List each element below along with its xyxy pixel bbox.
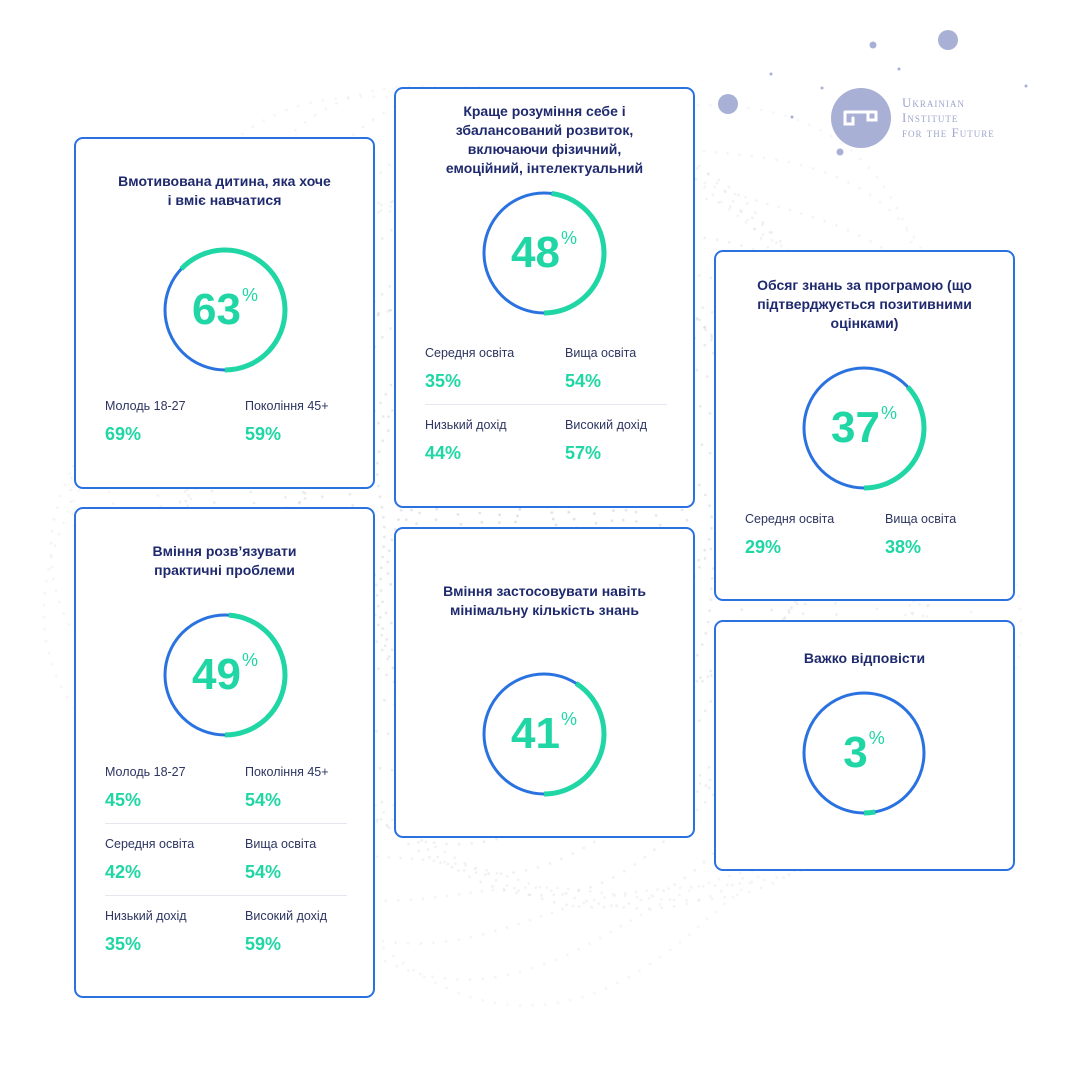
- stat-label: Покоління 45+: [245, 399, 329, 413]
- decor-dot: [836, 148, 844, 156]
- stat-label: Середня освіта: [425, 346, 515, 360]
- logo-line: Ukrainian: [902, 95, 965, 110]
- stat: Середня освіта 42%: [105, 837, 235, 883]
- logo-line: for the Future: [902, 125, 995, 140]
- stat: Високий дохід 57%: [565, 418, 695, 464]
- stat-label: Молодь 18-27: [105, 765, 186, 779]
- decor-dot: [790, 115, 794, 119]
- card-practical-problems: Вміння розв’язувати практичні проблеми 4…: [74, 507, 375, 998]
- stat-label: Низький дохід: [425, 418, 507, 432]
- percent-value: 49%: [192, 650, 258, 699]
- donut-arc: [801, 690, 927, 816]
- stat-value: 54%: [565, 371, 602, 391]
- card-motivated-child: Вмотивована дитина, яка хоче і вміє навч…: [74, 137, 375, 489]
- stat: Низький дохід 35%: [105, 909, 235, 955]
- card-knowledge-volume: Обсяг знань за програмою (що підтверджує…: [714, 250, 1015, 601]
- donut-ring: [801, 690, 927, 816]
- donut-arc: [162, 247, 288, 373]
- percent-value: 3%: [843, 728, 885, 777]
- donut-chart: 41%: [479, 669, 609, 799]
- stat-label: Високий дохід: [565, 418, 647, 432]
- stat-value: 54%: [245, 862, 282, 882]
- donut-arc: [481, 190, 607, 316]
- stat-label: Молодь 18-27: [105, 399, 186, 413]
- percent-value: 41%: [511, 709, 577, 758]
- decor-dot: [897, 67, 901, 71]
- stat-label: Покоління 45+: [245, 765, 329, 779]
- donut-ring: [481, 190, 607, 316]
- decor-dot: [718, 94, 738, 114]
- card-title: Обсяг знань за програмою (що підтверджує…: [757, 277, 972, 331]
- stat-value: 45%: [105, 790, 142, 810]
- card-hard-to-answer: Важко відповісти 3%: [714, 620, 1015, 871]
- percent-value: 37%: [831, 403, 897, 452]
- stat-label: Високий дохід: [245, 909, 327, 923]
- stat: Вища освіта 38%: [885, 512, 1015, 558]
- stat-value: 29%: [745, 537, 782, 557]
- donut-ring: [162, 247, 288, 373]
- stat: Вища освіта 54%: [565, 346, 695, 392]
- stat-value: 35%: [105, 934, 142, 954]
- stat: Молодь 18-27 45%: [105, 765, 235, 811]
- card-title: Важко відповісти: [803, 650, 926, 666]
- divider: [105, 823, 347, 824]
- decor-dot: [769, 72, 773, 76]
- donut-ring: [162, 612, 288, 738]
- card-self-understanding: Краще розуміння себе і збалансований роз…: [394, 87, 695, 508]
- divider: [105, 895, 347, 896]
- donut-chart: 49%: [160, 610, 290, 740]
- stat: Покоління 45+ 59%: [245, 399, 375, 445]
- stat-label: Середня освіта: [105, 837, 195, 851]
- donut-chart: 37%: [799, 363, 929, 493]
- decor-dot: [869, 41, 877, 49]
- card-apply-knowledge: Вміння застосовувати навіть мінімальну к…: [394, 527, 695, 838]
- stat-value: 54%: [245, 790, 282, 810]
- stat: Середня освіта 29%: [745, 512, 875, 558]
- stat-label: Вища освіта: [245, 837, 317, 851]
- stat-value: 59%: [245, 934, 282, 954]
- donut-chart: 63%: [160, 245, 290, 375]
- donut-arc: [162, 612, 288, 738]
- decor-dot: [820, 86, 824, 90]
- logo: Ukrainian Institute for the Future: [0, 0, 1080, 200]
- logo-line: Institute: [902, 110, 959, 125]
- stat: Покоління 45+ 54%: [245, 765, 375, 811]
- stat: Високий дохід 59%: [245, 909, 375, 955]
- donut-chart: 3%: [799, 688, 929, 818]
- stat-label: Вища освіта: [565, 346, 637, 360]
- donut-ring: [481, 671, 607, 797]
- card-title: Вмотивована дитина, яка хоче і вміє навч…: [118, 173, 331, 208]
- stat: Середня освіта 35%: [425, 346, 555, 392]
- stat-value: 57%: [565, 443, 602, 463]
- stat-value: 44%: [425, 443, 462, 463]
- stat-label: Низький дохід: [105, 909, 187, 923]
- logo-wordmark: Ukrainian Institute for the Future: [902, 95, 995, 140]
- stat-value: 42%: [105, 862, 142, 882]
- key-icon: [831, 88, 891, 148]
- donut-ring: [801, 365, 927, 491]
- percent-value: 48%: [511, 228, 577, 277]
- stat-value: 38%: [885, 537, 922, 557]
- stat: Молодь 18-27 69%: [105, 399, 235, 445]
- decor-dot: [1024, 84, 1028, 88]
- stat: Низький дохід 44%: [425, 418, 555, 464]
- stat-value: 69%: [105, 424, 142, 444]
- divider: [425, 404, 667, 405]
- percent-value: 63%: [192, 285, 258, 334]
- stat-label: Вища освіта: [885, 512, 957, 526]
- donut-chart: 48%: [479, 188, 609, 318]
- stat-value: 35%: [425, 371, 462, 391]
- card-title: Вміння застосовувати навіть мінімальну к…: [443, 583, 646, 618]
- stat: Вища освіта 54%: [245, 837, 375, 883]
- card-title: Краще розуміння себе і збалансований роз…: [445, 103, 644, 176]
- card-title: Вміння розв’язувати практичні проблеми: [152, 543, 297, 578]
- decor-dot: [938, 30, 958, 50]
- stat-label: Середня освіта: [745, 512, 835, 526]
- stat-value: 59%: [245, 424, 282, 444]
